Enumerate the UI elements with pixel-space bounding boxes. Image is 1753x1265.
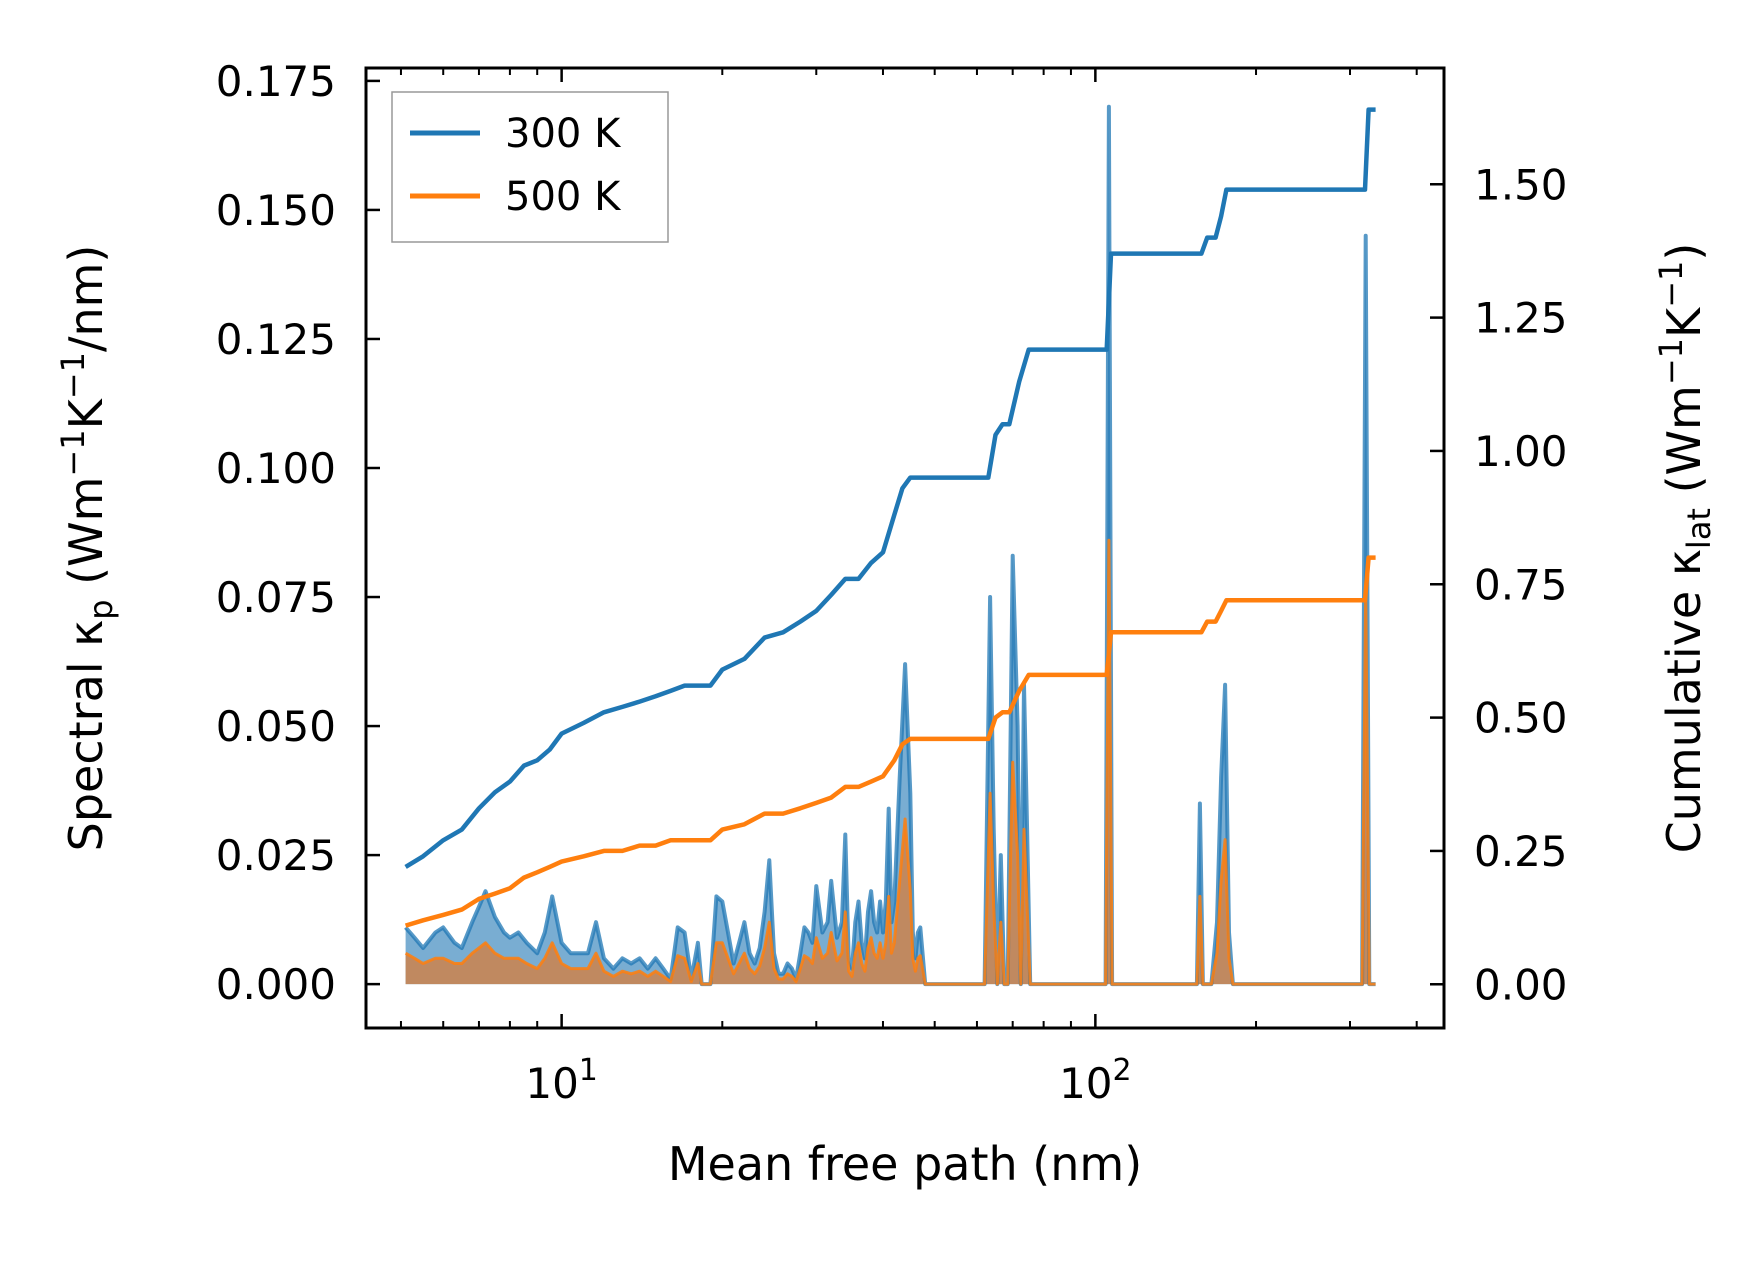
x-tick-label: 101 <box>525 1053 598 1108</box>
right-y-axis-title: Cumulative κlat (Wm−1K−1) <box>1652 243 1718 854</box>
cumulative-line-300k <box>404 107 1376 869</box>
spectral-fill-layer <box>404 104 1376 987</box>
right-y-tick-label: 0.75 <box>1474 560 1568 609</box>
axes-layer: 0.000 0.025 0.050 0.075 0.100 0.125 0.150 0.175… <box>54 57 1718 1191</box>
cumulative-line-500k <box>404 555 1376 928</box>
cumulative-line-layer <box>404 107 1376 928</box>
legend: 300 K 500 K <box>391 91 669 243</box>
right-y-tick-label: 0.25 <box>1474 827 1568 876</box>
left-y-tick-label: 0.025 <box>216 831 336 880</box>
x-axis-title: Mean free path (nm) <box>668 1137 1142 1191</box>
legend-entry-500k-label: 500 K <box>505 174 622 220</box>
right-y-tick-label: 1.00 <box>1474 427 1568 476</box>
left-y-axis-title: Spectral κp (Wm−1K−1/nm) <box>54 245 120 852</box>
left-y-tick-label: 0.175 <box>216 57 336 106</box>
legend-entry-300k-label: 300 K <box>505 111 622 157</box>
plot-frame <box>364 66 1446 1030</box>
left-y-tick-label: 0.075 <box>216 573 336 622</box>
left-y-tick-label: 0.125 <box>216 315 336 364</box>
left-y-tick-label: 0.000 <box>216 960 336 1009</box>
left-y-tick-label: 0.100 <box>216 444 336 493</box>
right-y-tick-label: 1.50 <box>1474 160 1568 209</box>
right-y-tick-label: 1.25 <box>1474 294 1568 343</box>
right-y-tick-label: 0.00 <box>1474 960 1568 1009</box>
x-tick-label: 102 <box>1059 1053 1132 1108</box>
left-y-tick-label: 0.150 <box>216 186 336 235</box>
spectral-line-500k <box>404 538 1376 986</box>
legend-box <box>391 91 669 243</box>
left-y-tick-label: 0.050 <box>216 702 336 751</box>
right-y-tick-label: 0.50 <box>1474 694 1568 743</box>
